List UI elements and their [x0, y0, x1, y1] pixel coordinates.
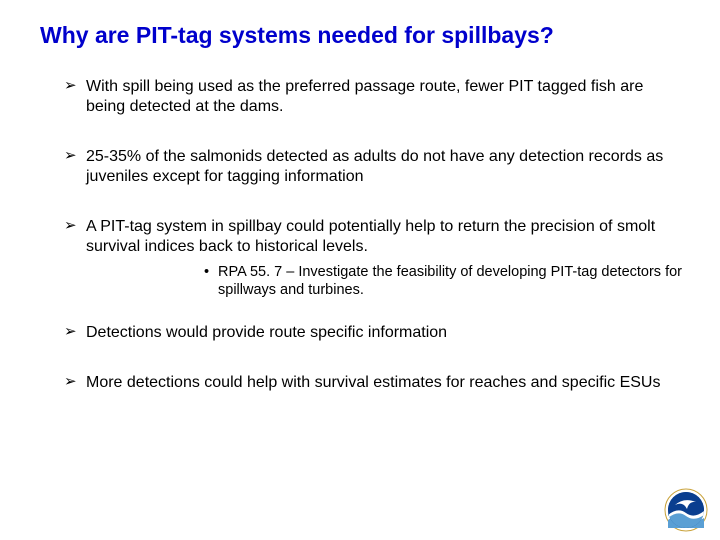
- bullet-list: ➢ With spill being used as the preferred…: [36, 77, 684, 393]
- subbullet-item: • RPA 55. 7 – Investigate the feasibilit…: [204, 263, 684, 299]
- subbullet-list: • RPA 55. 7 – Investigate the feasibilit…: [64, 263, 684, 299]
- bullet-arrow-icon: ➢: [64, 77, 86, 96]
- subbullet-text: RPA 55. 7 – Investigate the feasibility …: [218, 263, 684, 299]
- bullet-item: ➢ A PIT-tag system in spillbay could pot…: [64, 217, 684, 257]
- bullet-arrow-icon: ➢: [64, 373, 86, 392]
- bullet-text: A PIT-tag system in spillbay could poten…: [86, 217, 684, 257]
- bullet-text: Detections would provide route specific …: [86, 323, 684, 343]
- bullet-arrow-icon: ➢: [64, 323, 86, 342]
- bullet-text: With spill being used as the preferred p…: [86, 77, 684, 117]
- bullet-item: ➢ Detections would provide route specifi…: [64, 323, 684, 343]
- bullet-item: ➢ 25-35% of the salmonids detected as ad…: [64, 147, 684, 187]
- bullet-arrow-icon: ➢: [64, 147, 86, 166]
- slide-title: Why are PIT-tag systems needed for spill…: [36, 22, 684, 49]
- noaa-logo-icon: [664, 488, 708, 532]
- slide: Why are PIT-tag systems needed for spill…: [0, 0, 720, 540]
- subbullet-dot-icon: •: [204, 263, 218, 281]
- bullet-text: 25-35% of the salmonids detected as adul…: [86, 147, 684, 187]
- bullet-text: More detections could help with survival…: [86, 373, 684, 393]
- bullet-item: ➢ More detections could help with surviv…: [64, 373, 684, 393]
- bullet-item: ➢ With spill being used as the preferred…: [64, 77, 684, 117]
- bullet-arrow-icon: ➢: [64, 217, 86, 236]
